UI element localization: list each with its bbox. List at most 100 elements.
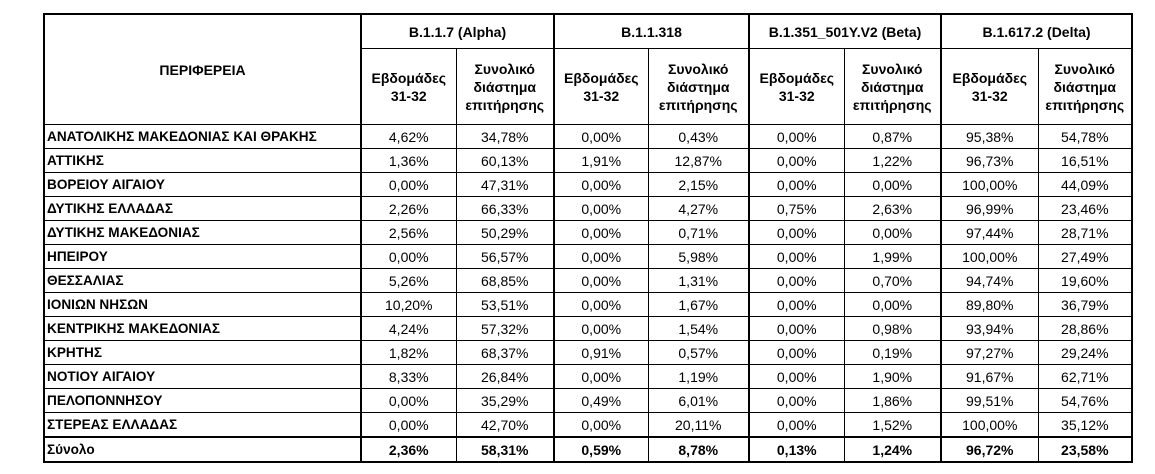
percent-cell: 68,85%	[455, 268, 555, 293]
percent-cell: 44,09%	[1037, 172, 1133, 197]
percent-cell: 93,94%	[940, 316, 1039, 341]
percent-cell: 1,24%	[843, 436, 942, 463]
percent-cell: 27,49%	[1037, 244, 1133, 269]
results-table: ΠΕΡΙΦΕΡΕΙΑ B.1.1.7 (Alpha) B.1.1.318 B.1.35…	[43, 13, 1134, 463]
percent-cell: 2,63%	[843, 196, 942, 221]
percent-cell: 0,00%	[360, 412, 457, 438]
sub-header: Συνολικό διάστημα επιτήρησης	[1037, 48, 1133, 125]
sub-header: Εβδομάδες 31-32	[748, 48, 845, 125]
percent-cell: 0,00%	[843, 220, 942, 245]
percent-cell: 0,00%	[360, 244, 457, 269]
percent-cell: 0,00%	[553, 412, 649, 438]
percent-cell: 2,26%	[360, 196, 457, 221]
percent-cell: 0,00%	[553, 196, 649, 221]
percent-cell: 62,71%	[1037, 364, 1133, 389]
data-row: ΝΟΤΙΟΥ ΑΙΓΑΙΟΥ 8,33% 26,84% 0,00% 1,19% 0,00%…	[43, 364, 1133, 389]
percent-cell: 0,57%	[647, 340, 750, 365]
percent-cell: 5,26%	[360, 268, 457, 293]
percent-cell: 0,00%	[748, 364, 845, 389]
percent-cell: 0,00%	[748, 292, 845, 317]
region-name: ΔΥΤΙΚΗΣ ΜΑΚΕΔΟΝΙΑΣ	[43, 220, 362, 245]
percent-cell: 0,00%	[360, 172, 457, 197]
data-row: ΑΤΤΙΚΗΣ 1,36% 60,13% 1,91% 12,87% 0,00% 1,22% 9…	[43, 148, 1133, 173]
region-name: ΚΕΝΤΡΙΚΗΣ ΜΑΚΕΔΟΝΙΑΣ	[43, 316, 362, 341]
percent-cell: 35,29%	[455, 388, 555, 413]
data-row: ΚΡΗΤΗΣ 1,82% 68,37% 0,91% 0,57% 0,00% 0,19% 97,…	[43, 340, 1133, 365]
data-row: ΣΤΕΡΕΑΣ ΕΛΛΑΔΑΣ 0,00% 42,70% 0,00% 20,11% 0,0…	[43, 412, 1133, 438]
region-name: ΚΡΗΤΗΣ	[43, 340, 362, 365]
percent-cell: 100,00%	[940, 244, 1039, 269]
total-row: Σύνολο 2,36% 58,31% 0,59% 8,78% 0,13% 1,24% 96,…	[43, 436, 1133, 463]
sub-header: Εβδομάδες 31-32	[360, 48, 457, 125]
percent-cell: 66,33%	[455, 196, 555, 221]
percent-cell: 47,31%	[455, 172, 555, 197]
percent-cell: 1,91%	[553, 148, 649, 173]
percent-cell: 34,78%	[455, 124, 555, 149]
sub-header: Συνολικό διάστημα επιτήρησης	[843, 48, 942, 125]
percent-cell: 23,58%	[1037, 436, 1133, 463]
percent-cell: 0,13%	[748, 436, 845, 463]
percent-cell: 0,00%	[748, 268, 845, 293]
percent-cell: 0,00%	[748, 244, 845, 269]
data-row: ΚΕΝΤΡΙΚΗΣ ΜΑΚΕΔΟΝΙΑΣ 4,24% 57,32% 0,00% 1,54…	[43, 316, 1133, 341]
variant-header: B.1.351_501Y.V2 (Beta)	[747, 13, 942, 49]
percent-cell: 10,20%	[360, 292, 457, 317]
data-row: ΘΕΣΣΑΛΙΑΣ 5,26% 68,85% 0,00% 1,31% 0,00% 0,70%…	[43, 268, 1133, 293]
percent-cell: 2,56%	[360, 220, 457, 245]
percent-cell: 8,33%	[360, 364, 457, 389]
region-name: ΑΝΑΤΟΛΙΚΗΣ ΜΑΚΕΔΟΝΙΑΣ ΚΑΙ ΘΡΑΚΗΣ	[43, 124, 362, 149]
region-name: ΒΟΡΕΙΟΥ ΑΙΓΑΙΟΥ	[43, 172, 362, 197]
variant-header: B.1.1.7 (Alpha)	[360, 13, 555, 49]
percent-cell: 1,99%	[843, 244, 942, 269]
percent-cell: 0,00%	[360, 388, 457, 413]
percent-cell: 0,98%	[843, 316, 942, 341]
percent-cell: 54,76%	[1037, 388, 1133, 413]
region-header: ΠΕΡΙΦΕΡΕΙΑ	[43, 13, 362, 125]
percent-cell: 1,82%	[360, 340, 457, 365]
data-row: ΔΥΤΙΚΗΣ ΕΛΛΑΔΑΣ 2,26% 66,33% 0,00% 4,27% 0,75…	[43, 196, 1133, 221]
percent-cell: 8,78%	[647, 436, 750, 463]
percent-cell: 0,00%	[748, 412, 845, 438]
percent-cell: 28,86%	[1037, 316, 1133, 341]
data-row: ΗΠΕΙΡΟΥ 0,00% 56,57% 0,00% 5,98% 0,00% 1,99% 10…	[43, 244, 1133, 269]
percent-cell: 60,13%	[455, 148, 555, 173]
percent-cell: 96,72%	[940, 436, 1039, 463]
percent-cell: 68,37%	[455, 340, 555, 365]
percent-cell: 35,12%	[1037, 412, 1133, 438]
percent-cell: 26,84%	[455, 364, 555, 389]
percent-cell: 95,38%	[940, 124, 1039, 149]
percent-cell: 1,67%	[647, 292, 750, 317]
region-name: Σύνολο	[43, 436, 362, 463]
percent-cell: 36,79%	[1037, 292, 1133, 317]
data-row: ΙΟΝΙΩΝ ΝΗΣΩΝ 10,20% 53,51% 0,00% 1,67% 0,00% 0…	[43, 292, 1133, 317]
percent-cell: 19,60%	[1037, 268, 1133, 293]
percent-cell: 0,87%	[843, 124, 942, 149]
percent-cell: 0,00%	[553, 172, 649, 197]
percent-cell: 96,99%	[940, 196, 1039, 221]
percent-cell: 1,86%	[843, 388, 942, 413]
percent-cell: 16,51%	[1037, 148, 1133, 173]
percent-cell: 1,54%	[647, 316, 750, 341]
sub-header: Συνολικό διάστημα επιτήρησης	[455, 48, 555, 125]
region-name: ΔΥΤΙΚΗΣ ΕΛΛΑΔΑΣ	[43, 196, 362, 221]
percent-cell: 4,24%	[360, 316, 457, 341]
percent-cell: 1,90%	[843, 364, 942, 389]
percent-cell: 99,51%	[940, 388, 1039, 413]
percent-cell: 0,49%	[553, 388, 649, 413]
percent-cell: 100,00%	[940, 172, 1039, 197]
percent-cell: 1,19%	[647, 364, 750, 389]
header-row: ΠΕΡΙΦΕΡΕΙΑ B.1.1.7 (Alpha) B.1.1.318 B.1.35…	[43, 13, 1133, 125]
percent-cell: 0,00%	[553, 364, 649, 389]
percent-cell: 97,27%	[940, 340, 1039, 365]
percent-cell: 0,00%	[553, 220, 649, 245]
percent-cell: 0,00%	[553, 124, 649, 149]
percent-cell: 0,91%	[553, 340, 649, 365]
variant-header: B.1.617.2 (Delta)	[940, 13, 1133, 49]
percent-cell: 1,31%	[647, 268, 750, 293]
percent-cell: 56,57%	[455, 244, 555, 269]
percent-cell: 4,27%	[647, 196, 750, 221]
percent-cell: 58,31%	[455, 436, 555, 463]
percent-cell: 2,15%	[647, 172, 750, 197]
sub-header: Εβδομάδες 31-32	[940, 48, 1039, 125]
